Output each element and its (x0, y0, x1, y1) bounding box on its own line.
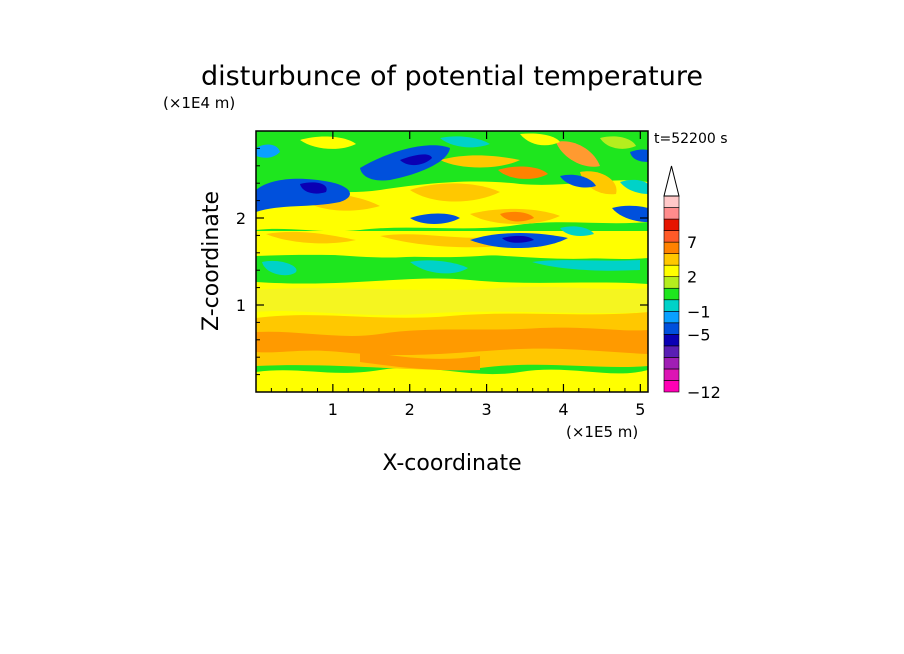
colorbar-tick-label: −12 (687, 383, 721, 402)
colorbar: 7 2 −1 −5 −12 (663, 165, 721, 402)
upper-navy-2 (400, 154, 432, 166)
colorbar-tick-label: −5 (687, 325, 711, 344)
colorbar-swatch (663, 368, 680, 381)
colorbar-swatch (663, 264, 680, 278)
upper-cyan-4 (620, 179, 648, 194)
band-mid-cyan-1 (262, 260, 297, 276)
upper-cyan-3 (560, 226, 594, 236)
colorbar-extend-arrow (663, 165, 680, 197)
colorbar-swatch (663, 241, 680, 254)
colorbar-swatch (663, 253, 680, 266)
upper-orange-5 (440, 155, 520, 168)
upper-blue-7 (630, 149, 648, 162)
colorbar-swatch (663, 357, 680, 370)
y-ticks: 12 (236, 147, 648, 376)
upper-navy-3 (502, 235, 534, 243)
colorbar-swatch (663, 207, 680, 220)
x-unit-label: (×1E5 m) (566, 423, 638, 441)
colorbar-swatch (663, 310, 680, 324)
band-mid-cyan-2 (410, 260, 468, 274)
band-mid-orange (266, 231, 356, 244)
y-tick-label: 1 (236, 296, 246, 315)
upper-deep-orange-1 (498, 166, 548, 179)
upper-blue-5 (560, 174, 596, 188)
upper-cyan-2 (440, 136, 490, 148)
contour-field (256, 131, 648, 392)
upper-blue-3 (410, 213, 460, 224)
band-lower-deep-orange (256, 327, 648, 356)
x-tick-label: 3 (481, 400, 491, 419)
time-label: t=52200 s (654, 131, 728, 147)
colorbar-swatch (663, 195, 680, 208)
colorbar-swatch (663, 230, 680, 243)
upper-yellow-top-3 (600, 136, 636, 149)
colorbar-tick-label: 7 (687, 233, 697, 252)
upper-deep-orange-2 (500, 211, 534, 222)
upper-yellow-top-2 (520, 133, 560, 146)
plot-frame (255, 130, 649, 393)
y-unit-label: (×1E4 m) (163, 94, 235, 112)
upper-navy-1 (300, 182, 327, 194)
colorbar-swatch (663, 380, 680, 393)
upper-blue-1 (256, 178, 351, 212)
upper-orange-4 (580, 171, 617, 195)
colorbar-tick-label: −1 (687, 302, 711, 321)
band-mid-cyan-3 (532, 260, 640, 271)
colorbar-swatch (663, 218, 680, 231)
x-axis-label: X-coordinate (382, 451, 521, 476)
x-tick-label: 2 (405, 400, 415, 419)
band-lower-deep-orange-2 (360, 350, 480, 371)
chart-title: disturbunce of potential temperature (201, 61, 703, 92)
colorbar-swatch (663, 322, 680, 335)
upper-yellow-top (300, 136, 356, 149)
y-tick-label: 2 (236, 209, 246, 228)
band-ground-yellow (256, 367, 648, 392)
x-tick-label: 4 (558, 400, 568, 419)
upper-cyan-1 (256, 144, 280, 158)
upper-orange-2 (410, 183, 500, 202)
band-mid-yellow-light (256, 286, 648, 315)
colorbar-tick-label: 2 (687, 268, 697, 287)
colorbar-swatch (663, 345, 680, 358)
upper-deep-orange-3 (556, 141, 600, 167)
x-ticks: 1 2 3 4 5 (270, 131, 645, 419)
colorbar-swatch (663, 287, 680, 301)
colorbar-swatch (663, 299, 680, 312)
y-axis-label: Z-coordinate (199, 191, 224, 331)
x-tick-label: 5 (635, 400, 645, 419)
colorbar-swatch (663, 276, 680, 289)
upper-blue-6 (612, 205, 648, 222)
x-tick-label: 1 (328, 400, 338, 419)
colorbar-swatch (663, 334, 680, 347)
